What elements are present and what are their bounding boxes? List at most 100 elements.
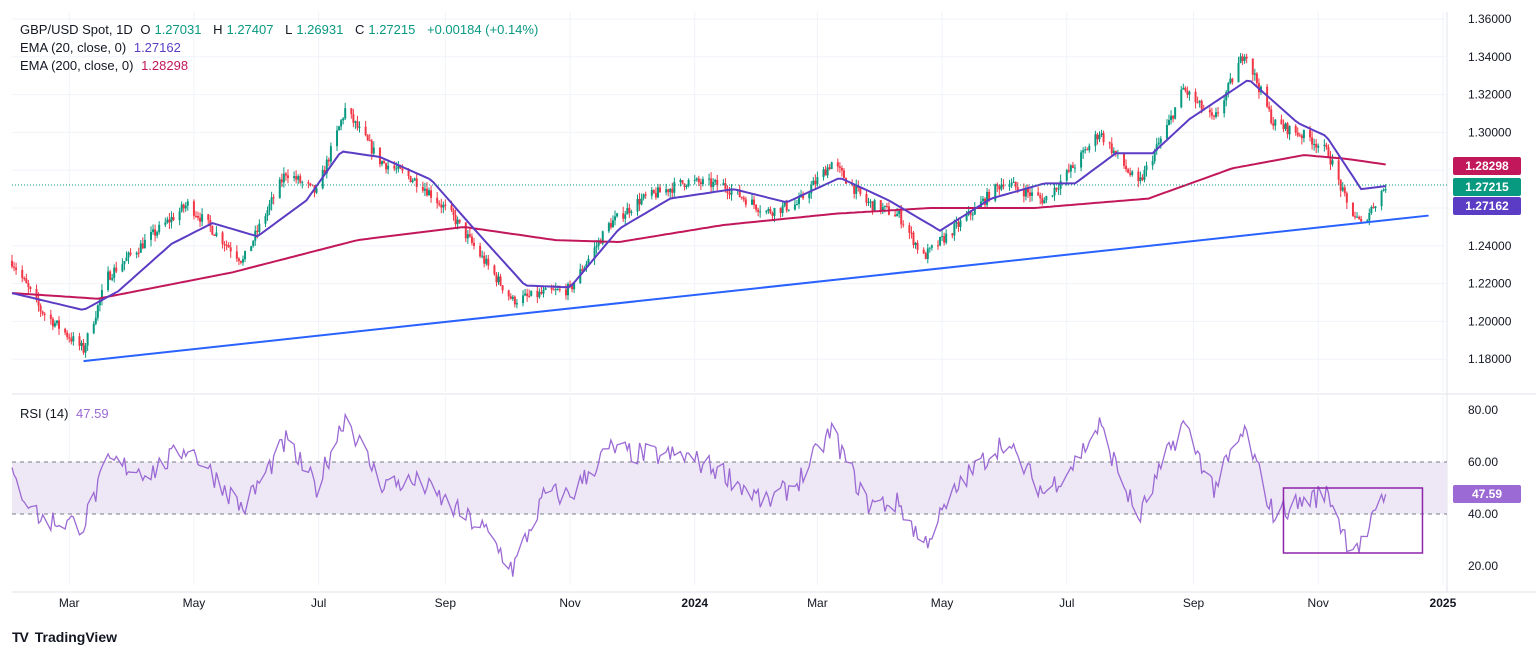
candle-body bbox=[180, 204, 183, 212]
candle-body bbox=[755, 204, 758, 210]
candle-body bbox=[538, 291, 541, 298]
candle-body bbox=[1384, 189, 1387, 191]
candle-body bbox=[78, 336, 81, 346]
candle-body bbox=[530, 290, 533, 296]
time-tick-label: Mar bbox=[59, 596, 80, 610]
candle-body bbox=[1366, 220, 1369, 222]
axes: 1.360001.340001.320001.300001.280001.240… bbox=[59, 12, 1512, 610]
candle-body bbox=[1280, 119, 1283, 125]
candle-body bbox=[969, 210, 972, 215]
candle-body bbox=[587, 258, 590, 264]
candle-body bbox=[1286, 123, 1289, 135]
close-price-badge: 1.27215 bbox=[1453, 178, 1521, 196]
ema200-label: EMA (200, close, 0) bbox=[20, 58, 134, 73]
candle-body bbox=[1245, 56, 1248, 59]
candle-body bbox=[442, 204, 445, 208]
candle-body bbox=[830, 162, 833, 169]
candle-body bbox=[556, 289, 559, 291]
candle-body bbox=[581, 269, 584, 272]
price-tick-label: 1.34000 bbox=[1468, 50, 1512, 64]
price-tick-label: 1.32000 bbox=[1468, 88, 1512, 102]
price-tick-label: 1.18000 bbox=[1468, 352, 1512, 366]
candle-body bbox=[773, 208, 776, 216]
candle-body bbox=[450, 205, 453, 210]
candle-body bbox=[241, 259, 244, 263]
candle-body bbox=[1200, 100, 1203, 110]
candle-body bbox=[321, 169, 324, 189]
candle-body bbox=[798, 197, 801, 205]
candle-body bbox=[237, 258, 240, 262]
candle-body bbox=[671, 188, 674, 193]
candle-body bbox=[1139, 177, 1142, 181]
candle-body bbox=[125, 257, 128, 262]
candle-body bbox=[211, 226, 214, 235]
candle-body bbox=[100, 290, 103, 300]
candle-body bbox=[464, 222, 467, 239]
candle-body bbox=[585, 263, 588, 268]
candle-body bbox=[1345, 193, 1348, 203]
candle-body bbox=[1231, 78, 1234, 83]
candle-body bbox=[29, 286, 32, 290]
rsi-tick-label: 40.00 bbox=[1468, 507, 1498, 521]
candle-body bbox=[1210, 112, 1213, 116]
candle-body bbox=[767, 208, 770, 212]
ema20-value: 1.27162 bbox=[133, 40, 181, 55]
candle-body bbox=[72, 336, 75, 342]
candle-body bbox=[141, 243, 144, 249]
candle-body bbox=[150, 232, 153, 240]
candle-body bbox=[1229, 78, 1232, 84]
candle-body bbox=[716, 180, 719, 186]
candle-body bbox=[783, 202, 786, 206]
candle-body bbox=[109, 271, 112, 280]
candle-body bbox=[1082, 150, 1085, 153]
candle-body bbox=[1086, 149, 1089, 151]
candle-body bbox=[407, 170, 410, 177]
candle-body bbox=[15, 267, 18, 270]
candle-body bbox=[740, 196, 743, 198]
candle-body bbox=[1368, 213, 1371, 221]
candle-body bbox=[137, 252, 140, 254]
candle-body bbox=[1012, 181, 1015, 183]
candle-body bbox=[1217, 112, 1220, 114]
time-tick-label: 2025 bbox=[1430, 596, 1457, 610]
candle-body bbox=[1143, 170, 1146, 180]
candle-body bbox=[385, 163, 388, 170]
candle-body bbox=[430, 190, 433, 198]
candle-body bbox=[378, 147, 381, 165]
candle-body bbox=[399, 165, 402, 169]
candle-body bbox=[428, 190, 431, 196]
candle-body bbox=[113, 267, 116, 278]
candle-body bbox=[1129, 172, 1132, 175]
candle-body bbox=[1016, 186, 1019, 190]
candle-body bbox=[1382, 189, 1385, 191]
candle-body bbox=[1051, 195, 1054, 197]
candle-body bbox=[656, 187, 659, 198]
candle-body bbox=[1311, 137, 1314, 145]
time-tick-label: Jul bbox=[1059, 596, 1074, 610]
candle-body bbox=[184, 205, 187, 209]
candle-body bbox=[64, 328, 67, 333]
candle-body bbox=[673, 182, 676, 193]
price-tick-label: 1.22000 bbox=[1468, 277, 1512, 291]
candle-body bbox=[466, 234, 469, 239]
candle-body bbox=[1055, 187, 1058, 190]
tradingview-brand[interactable]: TV TradingView bbox=[12, 629, 117, 645]
candle-body bbox=[853, 185, 856, 194]
candle-body bbox=[107, 271, 110, 291]
candle-body bbox=[922, 249, 925, 254]
candle-body bbox=[1272, 123, 1275, 126]
candle-body bbox=[1294, 126, 1297, 133]
candle-body bbox=[1028, 192, 1031, 196]
candle-body bbox=[440, 204, 443, 208]
candle-body bbox=[295, 176, 298, 180]
candle-body bbox=[1131, 171, 1134, 175]
candle-body bbox=[816, 177, 819, 184]
candle-body bbox=[1014, 181, 1017, 187]
candle-body bbox=[1084, 149, 1087, 151]
candle-body bbox=[499, 276, 502, 286]
candle-body bbox=[1067, 170, 1070, 172]
candle-body bbox=[1180, 89, 1183, 108]
time-tick-label: Nov bbox=[559, 596, 580, 610]
candle-body bbox=[227, 244, 230, 248]
